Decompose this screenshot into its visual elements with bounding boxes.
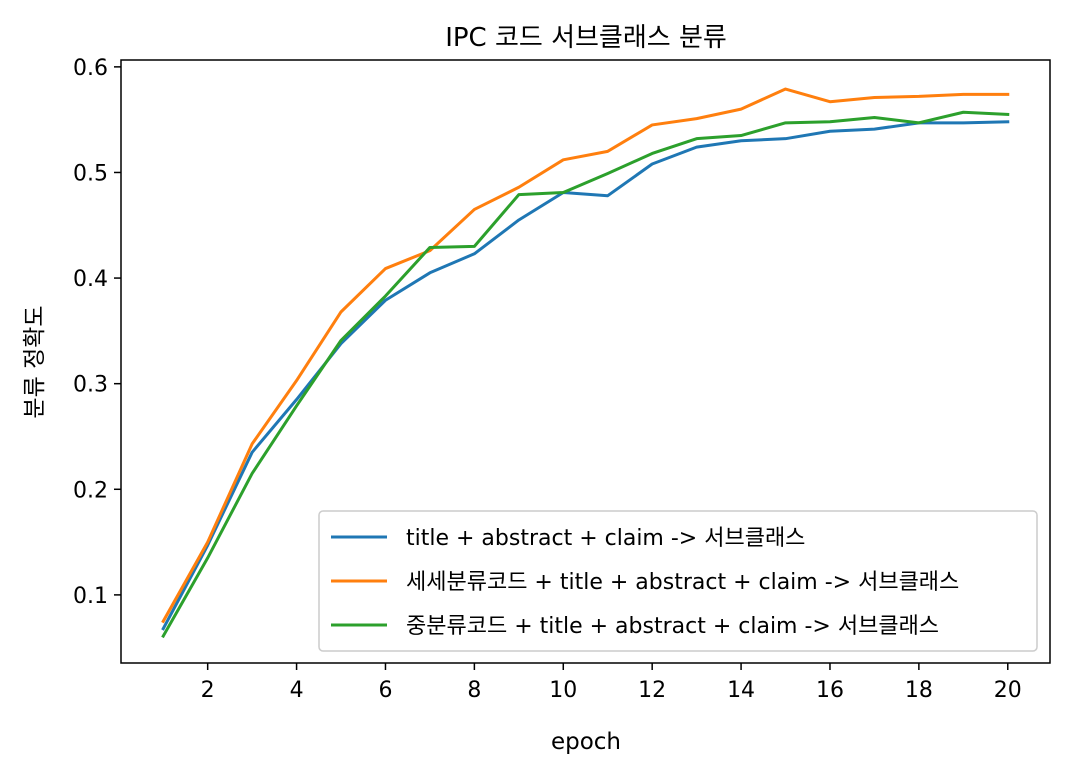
x-axis-label: epoch: [551, 729, 621, 755]
x-axis-ticks: 2 4 6 8 10 12 14 16 18 20: [201, 663, 1022, 703]
legend-label-3: 중분류코드 + title + abstract + claim -> 서브클래…: [406, 614, 939, 639]
y-tick-label: 0.2: [73, 478, 108, 503]
x-tick-label: 4: [290, 678, 304, 703]
y-tick-label: 0.5: [73, 161, 108, 186]
series-line-2: [161, 87, 1010, 624]
plot-frame: [120, 59, 1051, 664]
y-axis-ticks: 0.1 0.2 0.3 0.4 0.5 0.6: [73, 56, 121, 609]
plot-lines: [161, 87, 1010, 639]
legend-label-2: 세세분류코드 + title + abstract + claim -> 서브클…: [406, 570, 959, 595]
chart-title: IPC 코드 서브클래스 분류: [445, 23, 727, 53]
x-tick-label: 10: [549, 678, 577, 703]
y-tick-label: 0.3: [73, 373, 108, 398]
x-tick-label: 12: [638, 678, 666, 703]
y-tick-label: 0.1: [73, 584, 108, 609]
x-tick-label: 20: [994, 678, 1022, 703]
legend-label-1: title + abstract + claim -> 서브클래스: [406, 526, 805, 551]
legend: title + abstract + claim -> 서브클래스세세분류코드 …: [318, 510, 1038, 652]
y-tick-label: 0.4: [73, 267, 108, 292]
x-tick-label: 18: [905, 678, 933, 703]
x-tick-label: 16: [816, 678, 844, 703]
x-tick-label: 14: [727, 678, 755, 703]
legend-box: [318, 510, 1038, 652]
series-line-1: [161, 120, 1010, 631]
x-tick-label: 8: [467, 678, 481, 703]
x-tick-label: 6: [378, 678, 392, 703]
series-line-3: [161, 110, 1010, 639]
x-tick-label: 2: [201, 678, 215, 703]
y-axis-label: 분류 정확도: [22, 305, 48, 418]
y-tick-label: 0.6: [73, 56, 108, 81]
